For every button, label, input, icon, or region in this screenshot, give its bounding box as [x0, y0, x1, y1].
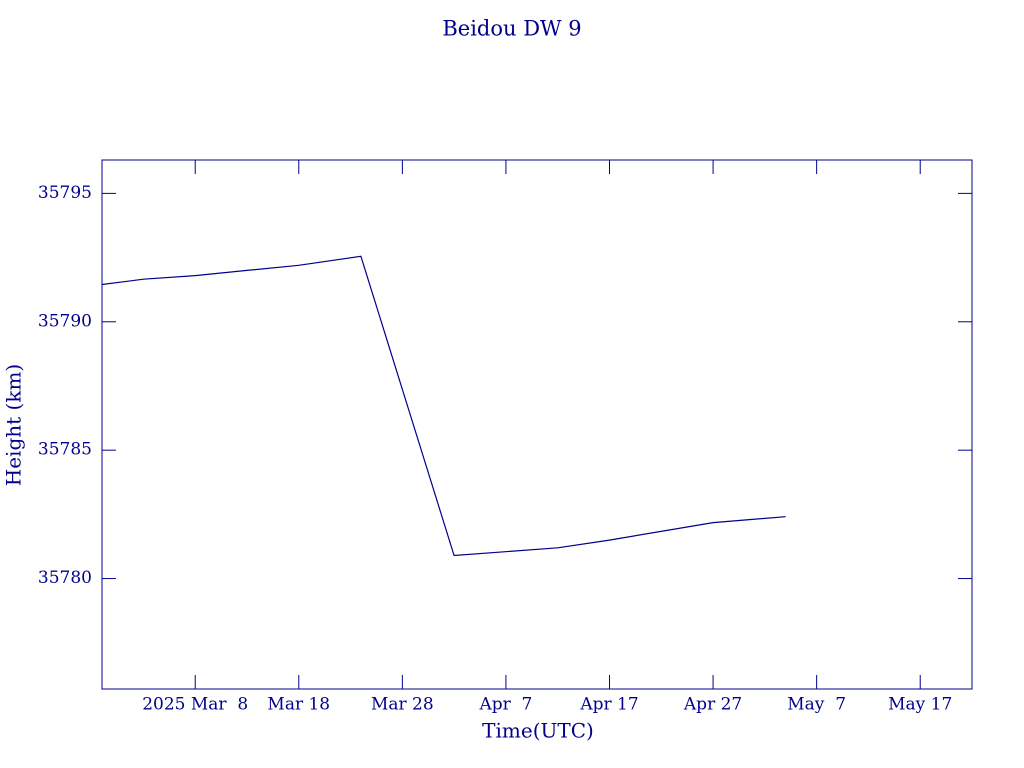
x-tick-label: May 17	[888, 695, 952, 715]
chart-title: Beidou DW 9	[442, 17, 581, 41]
x-tick-label: Mar 18	[267, 695, 330, 715]
data-line	[101, 255, 786, 557]
y-tick-label: 35780	[38, 568, 92, 588]
x-tick-label: Mar 28	[371, 695, 434, 715]
y-tick-label: 35795	[38, 183, 92, 203]
y-tick-label: 35790	[38, 311, 92, 331]
x-tick-label: May 7	[787, 695, 846, 715]
plot-frame	[101, 159, 973, 690]
x-tick-label: Apr 27	[683, 695, 742, 715]
x-tick-label: Apr 17	[579, 695, 638, 715]
x-tick-label: Apr 7	[478, 695, 532, 715]
x-axis-label: Time(UTC)	[482, 719, 594, 743]
y-tick-label: 35785	[38, 440, 92, 460]
y-axis-label: Height (km)	[2, 364, 26, 486]
x-tick-label: 2025 Mar 8	[142, 695, 248, 715]
